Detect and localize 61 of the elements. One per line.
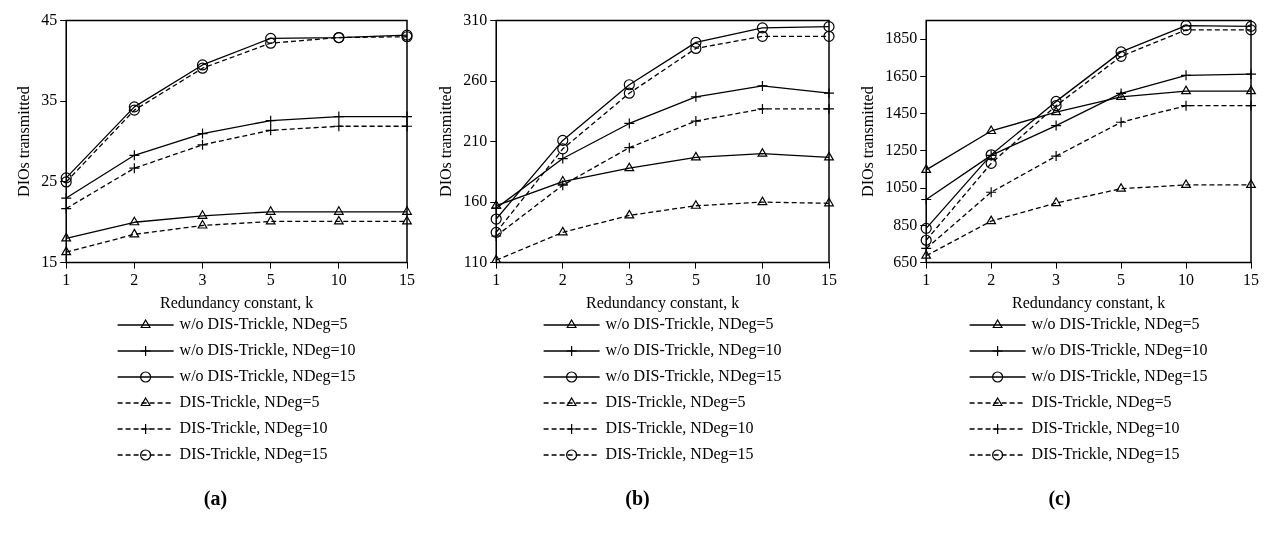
x-tick-label: 2: [558, 271, 567, 289]
y-tick-label: 210: [462, 131, 487, 149]
x-tick-label: 15: [820, 271, 837, 289]
y-tick-label: 310: [462, 10, 487, 28]
legend-label: w/o DIS-Trickle, NDeg=10: [1031, 341, 1208, 360]
legend-label: DIS-Trickle, NDeg=15: [1031, 445, 1180, 464]
y-tick-label: 1650: [884, 66, 917, 84]
y-tick-label: 1850: [884, 29, 917, 47]
x-axis-title: Redundancy constant, k: [585, 293, 739, 312]
legend-label: DIS-Trickle, NDeg=10: [1031, 419, 1180, 438]
x-tick-label: 3: [198, 271, 207, 289]
x-tick-label: 1: [921, 271, 930, 289]
x-tick-label: 3: [624, 271, 633, 289]
y-tick-label: 650: [892, 252, 917, 270]
text: (b): [625, 487, 650, 510]
y-tick-label: 160: [462, 192, 487, 210]
legend-label: w/o DIS-Trickle, NDeg=15: [179, 367, 356, 386]
legend-label: DIS-Trickle, NDeg=5: [179, 393, 320, 412]
y-tick-label: 850: [892, 215, 917, 233]
x-tick-label: 3: [1051, 271, 1060, 289]
y-tick-label: 1250: [884, 141, 917, 159]
x-tick-label: 1: [61, 271, 70, 289]
x-tick-label: 5: [691, 271, 700, 289]
legend-label: DIS-Trickle, NDeg=5: [605, 393, 746, 412]
text: (c): [1048, 487, 1071, 510]
legend-label: w/o DIS-Trickle, NDeg=10: [605, 341, 782, 360]
y-tick-label: 15: [40, 252, 57, 270]
y-tick-label: 1050: [884, 178, 917, 196]
x-axis-title: Redundancy constant, k: [1011, 293, 1165, 312]
legend-label: DIS-Trickle, NDeg=10: [605, 419, 754, 438]
x-tick-label: 15: [1242, 271, 1259, 289]
y-tick-label: 45: [40, 10, 57, 28]
text: (a): [203, 487, 228, 510]
legend-label: w/o DIS-Trickle, NDeg=15: [605, 367, 782, 386]
x-tick-label: 5: [266, 271, 275, 289]
legend-label: DIS-Trickle, NDeg=10: [179, 419, 328, 438]
x-tick-label: 10: [330, 271, 347, 289]
legend-label: w/o DIS-Trickle, NDeg=5: [179, 315, 348, 334]
legend-label: w/o DIS-Trickle, NDeg=5: [605, 315, 774, 334]
y-tick-label: 1450: [884, 103, 917, 121]
y-axis-title: DIOs transmitted: [436, 86, 454, 197]
x-tick-label: 2: [986, 271, 995, 289]
y-axis-title: DIOs transmitted: [858, 86, 876, 197]
y-tick-label: 110: [463, 252, 487, 270]
x-tick-label: 10: [1177, 271, 1194, 289]
legend-label: w/o DIS-Trickle, NDeg=15: [1031, 367, 1208, 386]
legend-label: DIS-Trickle, NDeg=5: [1031, 393, 1172, 412]
y-tick-label: 25: [40, 172, 57, 190]
y-tick-label: 260: [462, 71, 487, 89]
legend-label: w/o DIS-Trickle, NDeg=10: [179, 341, 356, 360]
x-tick-label: 15: [398, 271, 415, 289]
y-tick-label: 35: [40, 91, 57, 109]
x-tick-label: 5: [1116, 271, 1125, 289]
y-axis-title: DIOs transmitted: [14, 86, 32, 197]
x-tick-label: 1: [491, 271, 500, 289]
x-tick-label: 2: [129, 271, 138, 289]
x-tick-label: 10: [753, 271, 770, 289]
legend-label: w/o DIS-Trickle, NDeg=5: [1031, 315, 1200, 334]
legend-label: DIS-Trickle, NDeg=15: [179, 445, 328, 464]
legend-label: DIS-Trickle, NDeg=15: [605, 445, 754, 464]
x-axis-title: Redundancy constant, k: [159, 293, 313, 312]
